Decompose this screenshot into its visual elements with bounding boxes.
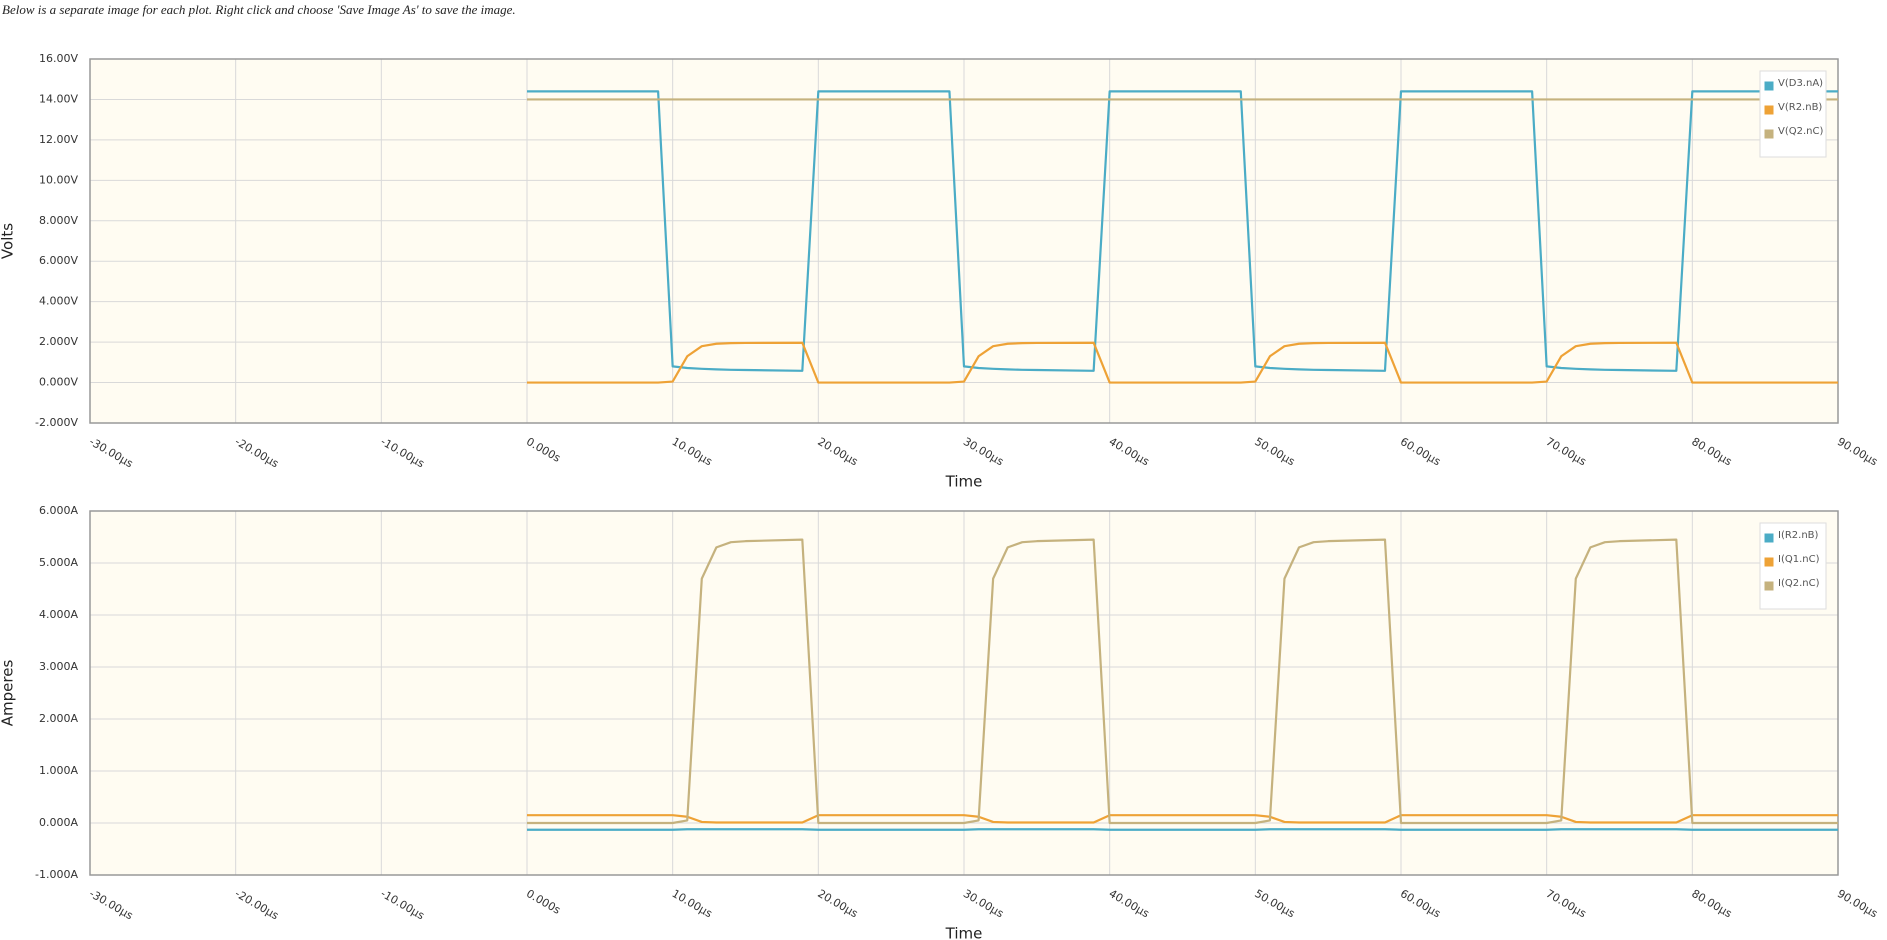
- legend-label: V(Q2.nC): [1778, 126, 1823, 137]
- x-tick-label: 50.00µs: [1252, 887, 1297, 921]
- series-line: [527, 341, 1838, 384]
- x-tick-label: 20.00µs: [815, 887, 860, 921]
- x-tick-label: -10.00µs: [378, 435, 426, 470]
- y-tick-label: 16.00V: [39, 52, 78, 65]
- y-axis-title: Volts: [0, 223, 17, 259]
- legend-swatch: [1763, 104, 1775, 116]
- legend-label: I(R2.nB): [1778, 530, 1819, 541]
- x-tick-label: 70.00µs: [1544, 435, 1589, 469]
- y-tick-label: 1.000A: [39, 764, 78, 777]
- x-tick-label: 70.00µs: [1544, 887, 1589, 921]
- x-tick-label: -10.00µs: [378, 887, 426, 922]
- series-line: [527, 828, 1838, 831]
- x-tick-label: -30.00µs: [87, 887, 135, 922]
- x-tick-label: 80.00µs: [1689, 887, 1734, 921]
- y-axis-title: Amperes: [0, 660, 17, 727]
- x-tick-label: 20.00µs: [815, 435, 860, 469]
- series-line: [527, 90, 1838, 372]
- x-tick-label: 0.000s: [524, 887, 563, 917]
- y-tick-label: 3.000A: [39, 660, 78, 673]
- legend-swatch: [1763, 80, 1775, 92]
- y-tick-label: 0.000V: [39, 376, 78, 389]
- chart: -1.000A 0.000A 1.000A 2.000A 3.000A 4.000A 5.0…: [0, 504, 1880, 940]
- y-tick-label: 2.000A: [39, 712, 78, 725]
- x-tick-label: 0.000s: [524, 435, 563, 465]
- plot-border: [89, 58, 1839, 424]
- series-line: [527, 814, 1838, 824]
- x-tick-label: -30.00µs: [87, 435, 135, 470]
- y-tick-label: 4.000V: [39, 295, 78, 308]
- caption: Below is a separate image for each plot.…: [2, 2, 516, 17]
- legend-label: V(D3.nA): [1778, 78, 1823, 89]
- y-tick-label: 12.00V: [39, 133, 78, 146]
- chart: -2.000V 0.000V 2.000V 4.000V 6.000V 8.000V 10.…: [0, 52, 1880, 491]
- y-tick-label: 6.000A: [39, 504, 78, 517]
- x-tick-label: 90.00µs: [1835, 435, 1880, 469]
- x-tick-label: 30.00µs: [961, 887, 1006, 921]
- plot-border: [89, 510, 1839, 876]
- x-tick-label: 30.00µs: [961, 435, 1006, 469]
- x-tick-label: 10.00µs: [670, 887, 715, 921]
- y-tick-label: 14.00V: [39, 92, 78, 105]
- x-tick-label: 60.00µs: [1398, 887, 1443, 921]
- y-tick-label: -2.000V: [35, 416, 78, 429]
- legend-label: V(R2.nB): [1778, 102, 1822, 113]
- x-axis-title: Time: [945, 473, 983, 491]
- series-line: [527, 538, 1838, 825]
- x-tick-label: 10.00µs: [670, 435, 715, 469]
- y-tick-label: 0.000A: [39, 816, 78, 829]
- y-tick-label: 4.000A: [39, 608, 78, 621]
- x-tick-label: -20.00µs: [233, 435, 281, 470]
- x-tick-label: 40.00µs: [1107, 435, 1152, 469]
- y-tick-label: -1.000A: [35, 868, 78, 881]
- legend-label: I(Q2.nC): [1778, 578, 1820, 589]
- x-tick-label: -20.00µs: [233, 887, 281, 922]
- x-tick-label: 90.00µs: [1835, 887, 1880, 921]
- legend-label: I(Q1.nC): [1778, 554, 1820, 565]
- x-tick-label: 60.00µs: [1398, 435, 1443, 469]
- legend-swatch: [1763, 580, 1775, 592]
- legend-swatch: [1763, 128, 1775, 140]
- x-tick-label: 80.00µs: [1689, 435, 1734, 469]
- legend-swatch: [1763, 532, 1775, 544]
- legend-swatch: [1763, 556, 1775, 568]
- y-tick-label: 2.000V: [39, 335, 78, 348]
- y-tick-label: 6.000V: [39, 254, 78, 267]
- y-tick-label: 10.00V: [39, 173, 78, 186]
- x-axis-title: Time: [945, 925, 983, 940]
- x-tick-label: 40.00µs: [1107, 887, 1152, 921]
- y-tick-label: 8.000V: [39, 214, 78, 227]
- x-tick-label: 50.00µs: [1252, 435, 1297, 469]
- y-tick-label: 5.000A: [39, 556, 78, 569]
